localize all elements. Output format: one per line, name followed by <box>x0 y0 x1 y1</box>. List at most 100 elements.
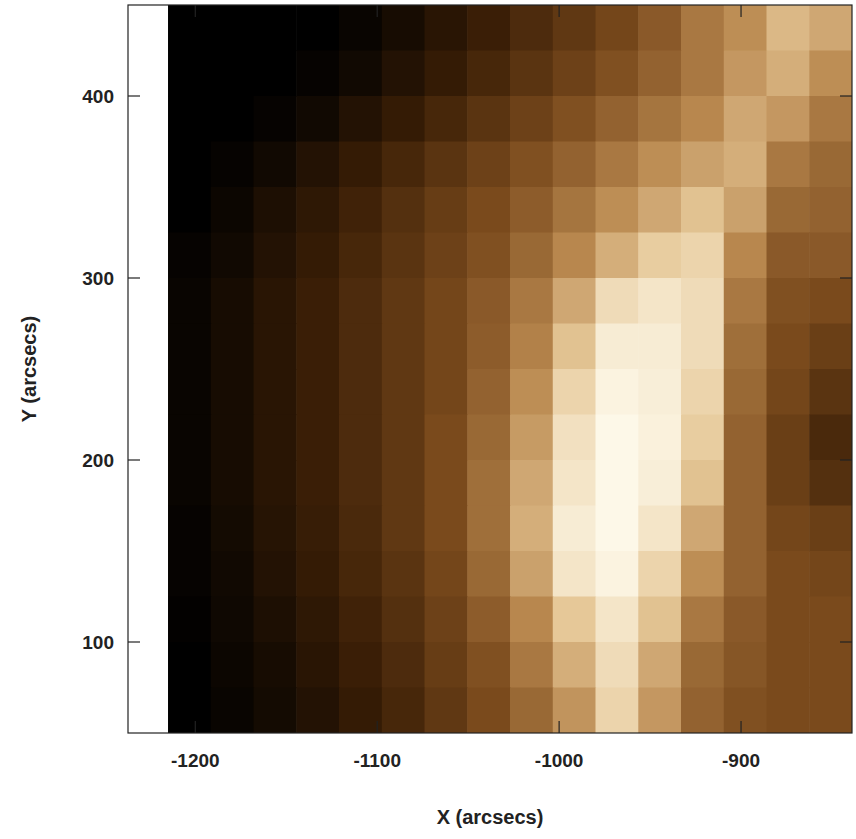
cell <box>254 551 297 597</box>
y-tick-right <box>840 641 852 642</box>
cell <box>553 187 596 233</box>
cell <box>510 278 553 324</box>
cell <box>724 597 767 643</box>
cell <box>339 278 382 324</box>
image-cells <box>168 5 852 733</box>
cell <box>681 96 724 142</box>
cell <box>809 460 852 506</box>
cell <box>724 551 767 597</box>
cell <box>809 688 852 734</box>
cell <box>382 324 425 370</box>
cell <box>339 324 382 370</box>
cell <box>767 324 810 370</box>
cell <box>767 142 810 188</box>
cell <box>254 51 297 97</box>
cell <box>382 642 425 688</box>
cell <box>211 642 254 688</box>
cell <box>596 688 639 734</box>
cell <box>510 187 553 233</box>
cell <box>467 551 510 597</box>
cell <box>681 278 724 324</box>
cell <box>425 324 468 370</box>
cell <box>724 688 767 734</box>
cell <box>510 142 553 188</box>
cell <box>809 597 852 643</box>
x-tick <box>559 721 560 733</box>
cell <box>809 551 852 597</box>
cell <box>596 597 639 643</box>
cell <box>681 142 724 188</box>
cell <box>638 233 681 279</box>
cell <box>382 551 425 597</box>
cell <box>809 369 852 415</box>
cell <box>809 233 852 279</box>
y-tick-right <box>840 459 852 460</box>
cell <box>638 142 681 188</box>
cell <box>467 142 510 188</box>
cell <box>767 597 810 643</box>
cell <box>254 506 297 552</box>
cell <box>211 597 254 643</box>
cell <box>553 278 596 324</box>
cell <box>596 142 639 188</box>
cell <box>339 142 382 188</box>
cell <box>767 51 810 97</box>
cell <box>809 506 852 552</box>
cell <box>596 642 639 688</box>
cell <box>596 551 639 597</box>
cell <box>254 187 297 233</box>
cell <box>596 506 639 552</box>
cell <box>254 642 297 688</box>
cell <box>724 324 767 370</box>
cell <box>467 51 510 97</box>
cell <box>724 415 767 461</box>
cell <box>638 460 681 506</box>
cell <box>553 551 596 597</box>
cell <box>168 324 211 370</box>
cell <box>467 233 510 279</box>
cell <box>211 142 254 188</box>
cell <box>767 642 810 688</box>
cell <box>339 688 382 734</box>
cell <box>425 142 468 188</box>
cell <box>638 642 681 688</box>
cell <box>809 96 852 142</box>
cell <box>296 278 339 324</box>
cell <box>382 597 425 643</box>
cell <box>467 688 510 734</box>
cell <box>767 415 810 461</box>
cell <box>638 187 681 233</box>
cell <box>168 51 211 97</box>
cell <box>296 506 339 552</box>
cell <box>467 278 510 324</box>
cell <box>596 96 639 142</box>
cell <box>168 415 211 461</box>
cell <box>211 460 254 506</box>
cell <box>767 96 810 142</box>
cell <box>681 642 724 688</box>
cell <box>681 187 724 233</box>
cell <box>425 460 468 506</box>
cell <box>681 369 724 415</box>
cell <box>254 96 297 142</box>
cell <box>296 688 339 734</box>
x-tick-top <box>195 5 196 17</box>
cell <box>681 324 724 370</box>
cell <box>296 551 339 597</box>
y-tick <box>128 95 140 96</box>
cell <box>339 415 382 461</box>
cell <box>681 51 724 97</box>
cell <box>467 324 510 370</box>
x-tick-label: -1200 <box>171 750 220 771</box>
cell <box>638 415 681 461</box>
cell <box>767 187 810 233</box>
cell <box>553 142 596 188</box>
cell <box>553 51 596 97</box>
cell <box>596 460 639 506</box>
cell <box>596 278 639 324</box>
cell <box>168 187 211 233</box>
cell <box>767 506 810 552</box>
cell <box>724 460 767 506</box>
cell <box>724 5 767 51</box>
cell <box>724 96 767 142</box>
